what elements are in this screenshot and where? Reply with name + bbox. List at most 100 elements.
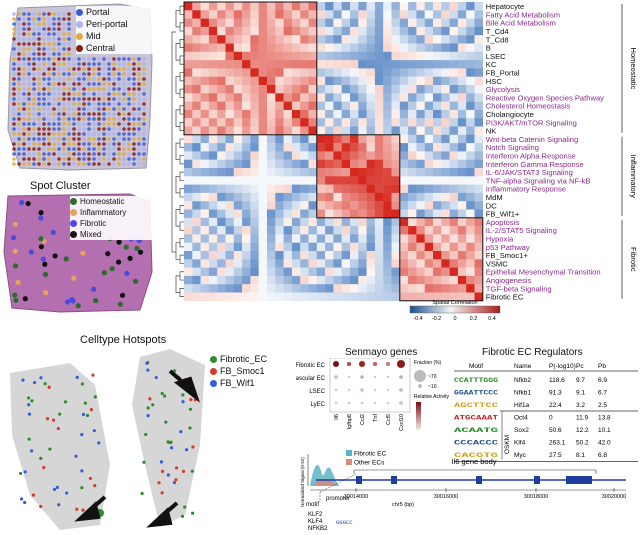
heatmap-cell xyxy=(391,85,400,94)
heatmap-cell xyxy=(184,2,193,11)
cluster-spot xyxy=(123,244,129,250)
heatmap-cell xyxy=(208,18,218,28)
heatmap-cell xyxy=(449,159,459,169)
zonation-panel: Portal Peri-portal Mid Central xyxy=(0,0,160,180)
heatmap-cell xyxy=(457,292,467,301)
heatmap-cell xyxy=(358,51,367,61)
heatmap-cell xyxy=(225,209,234,218)
heatmap-cell xyxy=(200,251,210,260)
zonation-spot xyxy=(42,67,46,71)
heatmap-cell xyxy=(217,60,226,69)
heatmap-cell xyxy=(391,209,400,218)
zonation-spot xyxy=(22,107,26,111)
heatmap-cell xyxy=(341,284,351,293)
heatmap-cell xyxy=(449,85,459,94)
zonation-spot xyxy=(142,147,146,151)
zonation-spot xyxy=(57,107,61,111)
hotspot-spot xyxy=(75,375,79,379)
dotplot-dot xyxy=(360,401,364,405)
heatmap-cell xyxy=(275,284,284,293)
heatmap-cell xyxy=(474,151,483,160)
zonation-spot xyxy=(22,157,26,161)
zonation-spot xyxy=(117,87,121,91)
heatmap-cell xyxy=(399,176,409,185)
heatmap-cell xyxy=(416,26,425,36)
zonation-spot xyxy=(72,92,76,96)
heatmap-cell xyxy=(300,109,309,119)
zonation-spot xyxy=(77,142,81,146)
heatmap-cell xyxy=(449,176,459,185)
cluster-spot xyxy=(12,248,18,254)
table-cell: Nfkb2 xyxy=(514,377,531,384)
dotplot-dot xyxy=(332,360,340,368)
heatmap-cell xyxy=(350,242,359,252)
heatmap-cell xyxy=(383,234,392,243)
zonation-spot xyxy=(52,17,56,21)
zonation-spot xyxy=(62,37,66,41)
zonation-spot xyxy=(57,62,61,66)
motif-logo: CCCACCC xyxy=(454,440,499,447)
zonation-spot xyxy=(142,92,146,96)
heatmap-row-label: T_Cd8 xyxy=(486,35,509,44)
zonation-spot xyxy=(132,57,136,61)
heatmap-cell xyxy=(341,234,351,243)
heatmap-cell xyxy=(291,109,301,119)
motif-label: motif xyxy=(306,502,319,508)
zonation-spot xyxy=(57,57,61,61)
zonation-spot xyxy=(62,27,66,31)
heatmap-cell xyxy=(466,259,475,268)
zonation-spot xyxy=(27,27,31,31)
heatmap-cell xyxy=(457,226,467,235)
heatmap-cell xyxy=(308,143,317,152)
zonation-spot xyxy=(37,152,41,156)
heatmap-cell xyxy=(283,101,293,111)
heatmap-cell xyxy=(399,209,409,218)
heatmap-cell xyxy=(441,234,450,243)
table-cell: 6.9 xyxy=(598,377,607,384)
dotplot-dot xyxy=(372,361,378,367)
zonation-spot xyxy=(42,17,46,21)
heatmap-cell xyxy=(225,242,234,252)
zonation-spot xyxy=(37,102,41,106)
heatmap-cell xyxy=(366,209,376,218)
heatmap-cell xyxy=(383,209,392,218)
heatmap-cell xyxy=(457,126,467,135)
heatmap-cell xyxy=(233,76,243,86)
zonation-spot xyxy=(42,97,46,101)
zonation-spot xyxy=(77,62,81,66)
zonation-spot xyxy=(97,142,101,146)
heatmap-cell xyxy=(457,51,467,61)
heatmap-cell xyxy=(217,259,226,268)
heatmap-cell xyxy=(250,10,259,19)
heatmap-cell xyxy=(283,242,293,252)
zonation-spot xyxy=(32,112,36,116)
heatmap-cell xyxy=(242,284,251,293)
heatmap-cell xyxy=(291,60,301,69)
heatmap-cell xyxy=(208,209,218,218)
heatmap-cell xyxy=(383,143,392,152)
zonation-spot xyxy=(47,67,51,71)
hotspot-spot xyxy=(97,441,101,445)
dotplot-dot xyxy=(385,361,391,367)
heatmap-cell xyxy=(457,168,467,177)
heatmap-cell xyxy=(391,76,400,86)
zonation-spot xyxy=(22,17,26,21)
heatmap-cell xyxy=(225,192,234,202)
zonation-spot xyxy=(87,162,91,166)
zonation-spot xyxy=(112,72,116,76)
heatmap-cell xyxy=(308,35,317,44)
heatmap-cell xyxy=(184,275,193,285)
heatmap-cell xyxy=(300,18,309,28)
heatmap-cell xyxy=(433,68,442,77)
zonation-spot xyxy=(57,42,61,46)
heatmap-cell xyxy=(233,184,243,194)
heatmap-cell xyxy=(383,43,392,52)
heatmap-cell xyxy=(466,93,475,102)
heatmap-cell xyxy=(333,217,342,227)
heatmap-cell xyxy=(408,284,417,293)
heatmap-cell xyxy=(275,43,284,52)
zonation-spot xyxy=(87,87,91,91)
heatmap-cell xyxy=(267,176,276,185)
heatmap-cell xyxy=(408,217,417,227)
legend-swatch xyxy=(210,379,217,387)
